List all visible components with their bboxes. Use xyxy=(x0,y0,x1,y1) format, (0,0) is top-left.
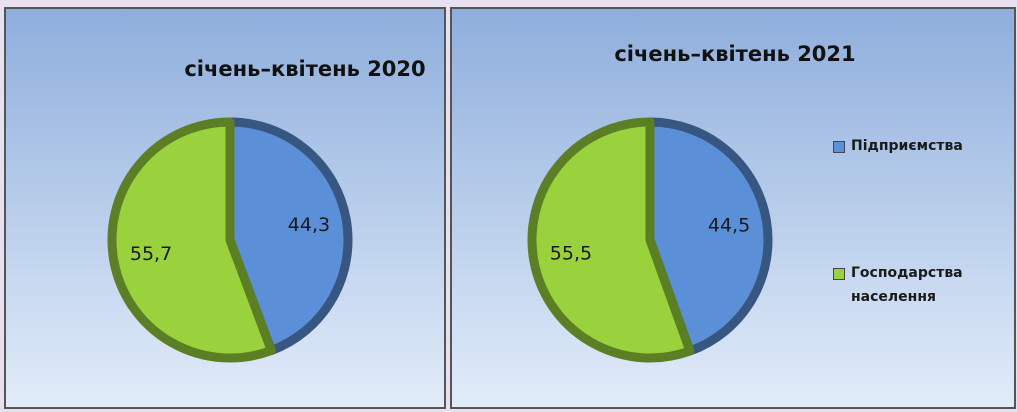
pie-slice xyxy=(645,117,773,356)
chart-title: січень–квітень 2021 xyxy=(614,42,855,66)
pie-slice xyxy=(225,117,353,356)
data-label: 44,5 xyxy=(708,215,750,237)
legend-item: Підприємства xyxy=(833,134,983,158)
data-label: 55,7 xyxy=(130,243,172,265)
legend-item: Господарства населення xyxy=(833,261,983,309)
legend-label: Підприємства xyxy=(851,138,963,154)
legend-swatch xyxy=(833,268,845,280)
legend-label: Господарства населення xyxy=(851,265,963,305)
data-label: 44,3 xyxy=(288,214,330,236)
chart-title: січень–квітень 2020 xyxy=(184,57,425,81)
data-label: 55,5 xyxy=(550,242,592,264)
legend-swatch xyxy=(833,141,845,153)
pie-slice xyxy=(527,117,695,363)
pie-slice xyxy=(107,117,276,363)
